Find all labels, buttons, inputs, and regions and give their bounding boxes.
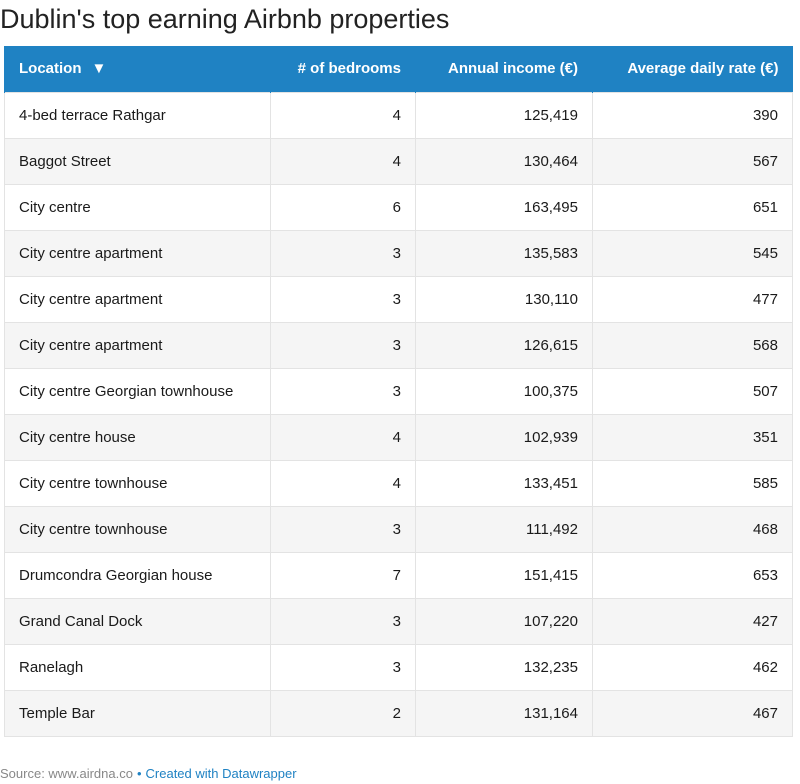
column-header-label: Location [19,60,82,78]
annual-income-cell: 132,235 [415,643,593,691]
table-row: City centre house 4 102,939 351 [4,413,793,461]
daily-rate-cell: 390 [592,91,793,139]
annual-income-cell: 133,451 [415,459,593,507]
table-row: City centre apartment 3 126,615 568 [4,321,793,369]
datawrapper-credit-link[interactable]: Created with Datawrapper [145,766,297,781]
daily-rate-cell: 467 [592,689,793,737]
bedrooms-cell: 3 [270,229,416,277]
bedrooms-cell: 2 [270,689,416,737]
table-header: Location ▼ # of bedrooms Annual income (€… [4,46,793,92]
annual-income-cell: 163,495 [415,183,593,231]
page-title: Dublin's top earning Airbnb properties [0,4,450,34]
header-row: Location ▼ # of bedrooms Annual income (€… [4,46,793,92]
location-cell: City centre apartment [4,275,271,323]
location-cell: 4-bed terrace Rathgar [4,91,271,139]
source-note: Source: www.airdna.co [0,766,133,781]
data-table: Location ▼ # of bedrooms Annual income (€… [4,46,793,737]
bedrooms-cell: 3 [270,321,416,369]
daily-rate-cell: 462 [592,643,793,691]
annual-income-cell: 151,415 [415,551,593,599]
annual-income-cell: 130,110 [415,275,593,323]
footer: Source: www.airdna.co • Created with Dataw… [0,765,297,783]
annual-income-cell: 126,615 [415,321,593,369]
column-header-location[interactable]: Location ▼ [4,46,271,92]
table-row: City centre apartment 3 130,110 477 [4,275,793,323]
bedrooms-cell: 4 [270,413,416,461]
table-row: Temple Bar 2 131,164 467 [4,689,793,737]
daily-rate-cell: 653 [592,551,793,599]
location-cell: City centre Georgian townhouse [4,367,271,415]
annual-income-cell: 135,583 [415,229,593,277]
table-row: City centre Georgian townhouse 3 100,375 50… [4,367,793,415]
bedrooms-cell: 7 [270,551,416,599]
location-cell: City centre [4,183,271,231]
column-header-bedrooms[interactable]: # of bedrooms [270,46,416,92]
location-cell: City centre house [4,413,271,461]
bedrooms-cell: 3 [270,597,416,645]
table-row: City centre townhouse 4 133,451 585 [4,459,793,507]
bedrooms-cell: 3 [270,505,416,553]
table-row: City centre apartment 3 135,583 545 [4,229,793,277]
annual-income-cell: 100,375 [415,367,593,415]
daily-rate-cell: 545 [592,229,793,277]
annual-income-cell: 102,939 [415,413,593,461]
bedrooms-cell: 3 [270,367,416,415]
table-row: 4-bed terrace Rathgar 4 125,419 390 [4,91,793,139]
table-row: City centre townhouse 3 111,492 468 [4,505,793,553]
daily-rate-cell: 351 [592,413,793,461]
bedrooms-cell: 4 [270,91,416,139]
bedrooms-cell: 6 [270,183,416,231]
table-body: 4-bed terrace Rathgar 4 125,419 390 Baggot S… [4,91,793,737]
annual-income-cell: 107,220 [415,597,593,645]
bedrooms-cell: 3 [270,643,416,691]
location-cell: City centre townhouse [4,505,271,553]
location-cell: Drumcondra Georgian house [4,551,271,599]
annual-income-cell: 131,164 [415,689,593,737]
location-cell: City centre apartment [4,229,271,277]
location-cell: City centre townhouse [4,459,271,507]
bedrooms-cell: 4 [270,137,416,185]
daily-rate-cell: 651 [592,183,793,231]
bedrooms-cell: 3 [270,275,416,323]
location-cell: Temple Bar [4,689,271,737]
daily-rate-cell: 477 [592,275,793,323]
daily-rate-cell: 468 [592,505,793,553]
daily-rate-cell: 568 [592,321,793,369]
annual-income-cell: 130,464 [415,137,593,185]
table-row: Baggot Street 4 130,464 567 [4,137,793,185]
table-row: Drumcondra Georgian house 7 151,415 653 [4,551,793,599]
table-row: City centre 6 163,495 651 [4,183,793,231]
bedrooms-cell: 4 [270,459,416,507]
column-header-annual-income[interactable]: Annual income (€) [415,46,593,92]
daily-rate-cell: 427 [592,597,793,645]
location-cell: Ranelagh [4,643,271,691]
daily-rate-cell: 507 [592,367,793,415]
sort-triangle-down-icon[interactable]: ▼ [91,60,107,78]
table-row: Grand Canal Dock 3 107,220 427 [4,597,793,645]
table-row: Ranelagh 3 132,235 462 [4,643,793,691]
location-cell: Grand Canal Dock [4,597,271,645]
daily-rate-cell: 567 [592,137,793,185]
column-header-daily-rate[interactable]: Average daily rate (€) [592,46,793,92]
separator-dot: • [136,766,142,781]
location-cell: City centre apartment [4,321,271,369]
location-cell: Baggot Street [4,137,271,185]
annual-income-cell: 111,492 [415,505,593,553]
annual-income-cell: 125,419 [415,91,593,139]
daily-rate-cell: 585 [592,459,793,507]
